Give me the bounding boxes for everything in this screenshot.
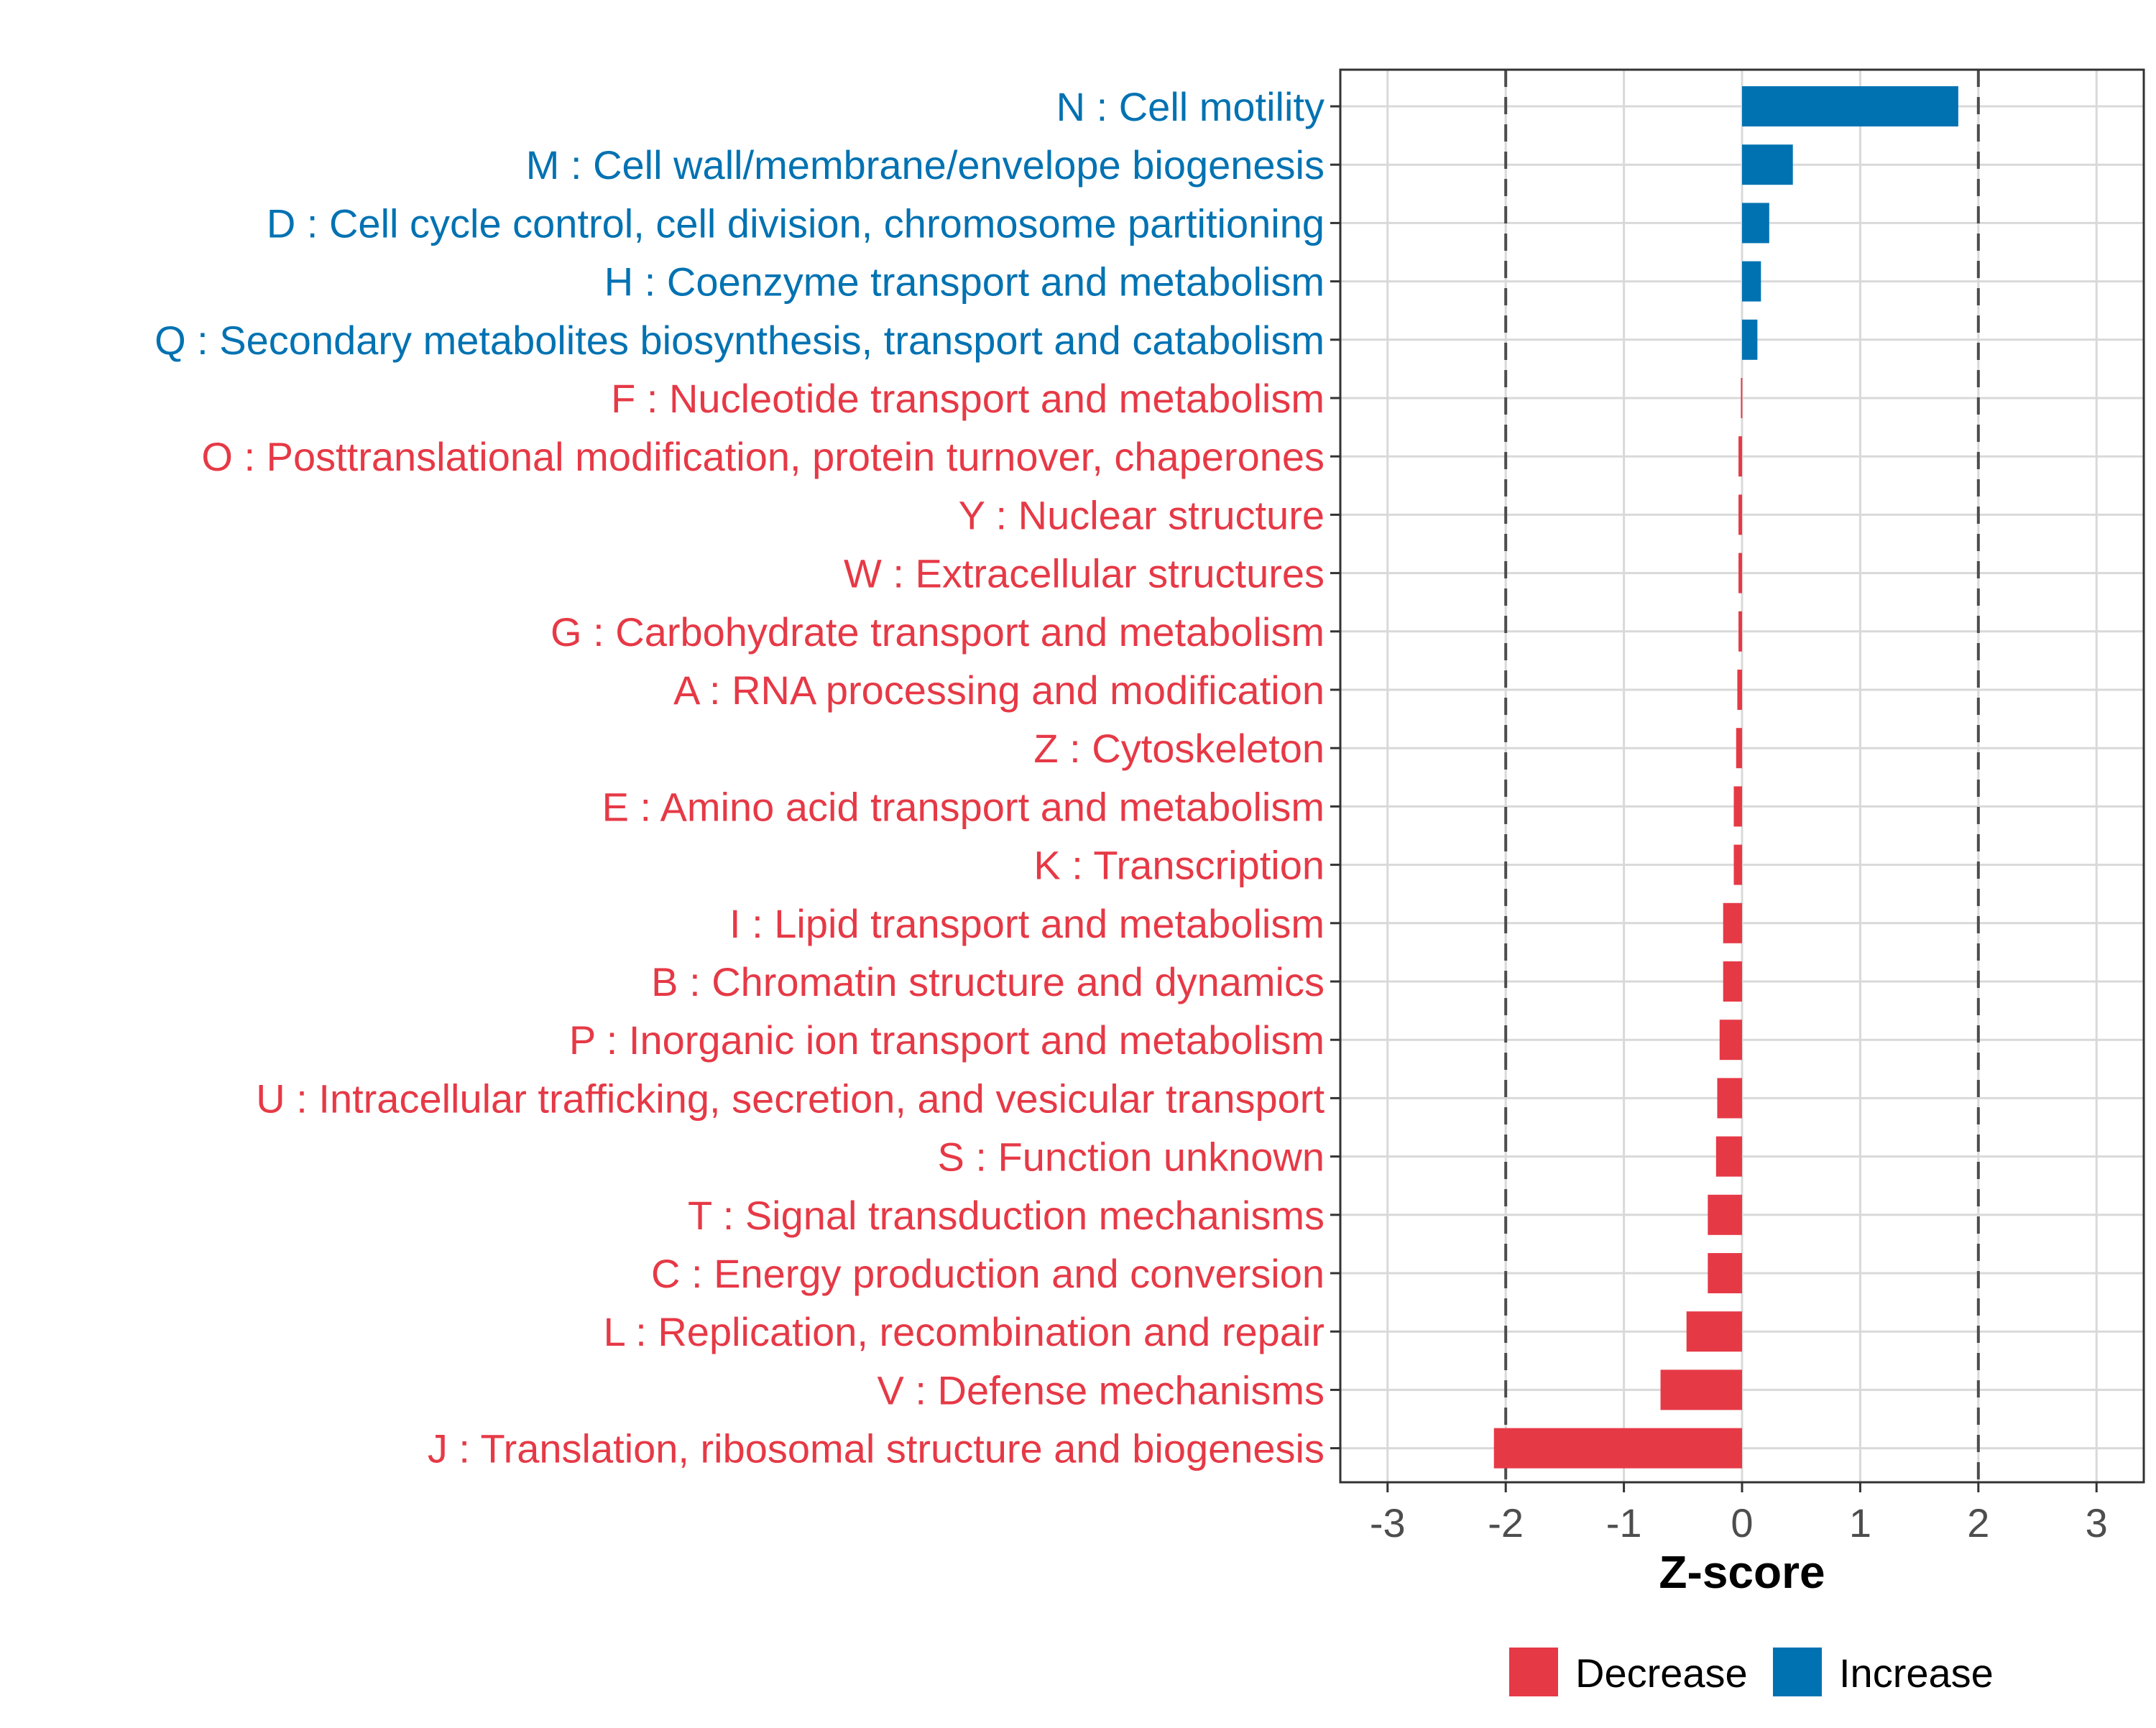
- category-label: W : Extracellular structures: [844, 551, 1325, 596]
- category-label: Y : Nuclear structure: [959, 492, 1325, 537]
- category-label: J : Translation, ribosomal structure and…: [428, 1426, 1325, 1471]
- bar: [1723, 902, 1742, 943]
- bar: [1742, 144, 1793, 185]
- bar: [1733, 786, 1742, 827]
- legend-swatch: [1509, 1648, 1558, 1696]
- category-label: B : Chromatin structure and dynamics: [651, 959, 1325, 1004]
- category-labels: N : Cell motility M : Cell wall/membrane/…: [155, 84, 1325, 1471]
- x-axis-label: Z-score: [1659, 1546, 1825, 1598]
- bar: [1660, 1369, 1742, 1410]
- bar: [1493, 1428, 1742, 1469]
- bar: [1742, 203, 1769, 244]
- bar: [1738, 494, 1742, 535]
- x-tick-label: 2: [1967, 1500, 1989, 1546]
- category-label: L : Replication, recombination and repai…: [604, 1309, 1325, 1354]
- bars-layer: [1493, 86, 1958, 1469]
- x-tick-label: 1: [1849, 1500, 1871, 1546]
- x-tick-label: -2: [1488, 1500, 1524, 1546]
- category-label: I : Lipid transport and metabolism: [729, 901, 1325, 946]
- bar: [1715, 1136, 1742, 1177]
- reference-lines: [1504, 70, 1980, 1482]
- bar: [1742, 86, 1958, 126]
- category-label: E : Amino acid transport and metabolism: [602, 784, 1325, 829]
- legend-swatch: [1773, 1648, 1822, 1696]
- bar: [1742, 261, 1761, 302]
- legend-label: Decrease: [1575, 1650, 1748, 1696]
- category-label: D : Cell cycle control, cell division, c…: [267, 200, 1325, 246]
- category-label: G : Carbohydrate transport and metabolis…: [550, 609, 1325, 655]
- bar: [1738, 436, 1742, 477]
- bar: [1737, 670, 1742, 710]
- category-label: N : Cell motility: [1056, 84, 1325, 129]
- bar: [1741, 378, 1743, 418]
- category-label: P : Inorganic ion transport and metaboli…: [569, 1017, 1325, 1063]
- x-tick-label: -3: [1370, 1500, 1406, 1546]
- category-label: F : Nucleotide transport and metabolism: [611, 376, 1325, 421]
- bar: [1742, 319, 1758, 360]
- bar: [1723, 961, 1742, 1002]
- bar: [1708, 1253, 1742, 1293]
- category-label: Q : Secondary metabolites biosynthesis, …: [155, 318, 1325, 363]
- legend-label: Increase: [1839, 1650, 1994, 1696]
- category-label: T : Signal transduction mechanisms: [688, 1193, 1325, 1238]
- category-label: H : Coenzyme transport and metabolism: [604, 259, 1325, 305]
- bar: [1686, 1311, 1742, 1352]
- y-axis-ticks: [1330, 105, 1340, 1450]
- bar: [1738, 611, 1742, 652]
- x-tick-label: -1: [1606, 1500, 1642, 1546]
- category-label: K : Transcription: [1033, 843, 1325, 888]
- legend: Decrease Increase: [1509, 1648, 1994, 1696]
- bar: [1719, 1020, 1742, 1061]
- category-label: Z : Cytoskeleton: [1033, 726, 1325, 771]
- bar: [1738, 553, 1742, 593]
- x-tick-label: 0: [1731, 1500, 1753, 1546]
- category-label: U : Intracellular trafficking, secretion…: [256, 1076, 1325, 1121]
- bar: [1708, 1194, 1742, 1235]
- bar: [1736, 728, 1742, 769]
- category-label: O : Posttranslational modification, prot…: [201, 434, 1325, 479]
- category-label: A : RNA processing and modification: [673, 667, 1325, 713]
- category-label: S : Function unknown: [937, 1135, 1325, 1180]
- x-axis-ticks: -3 -2 -1 0 1 2 3: [1370, 1482, 2108, 1546]
- bar: [1733, 844, 1742, 885]
- bar: [1717, 1078, 1742, 1119]
- category-label: M : Cell wall/membrane/envelope biogenes…: [526, 142, 1325, 188]
- category-label: C : Energy production and conversion: [651, 1251, 1325, 1296]
- category-label: V : Defense mechanisms: [877, 1367, 1325, 1413]
- x-tick-label: 3: [2086, 1500, 2108, 1546]
